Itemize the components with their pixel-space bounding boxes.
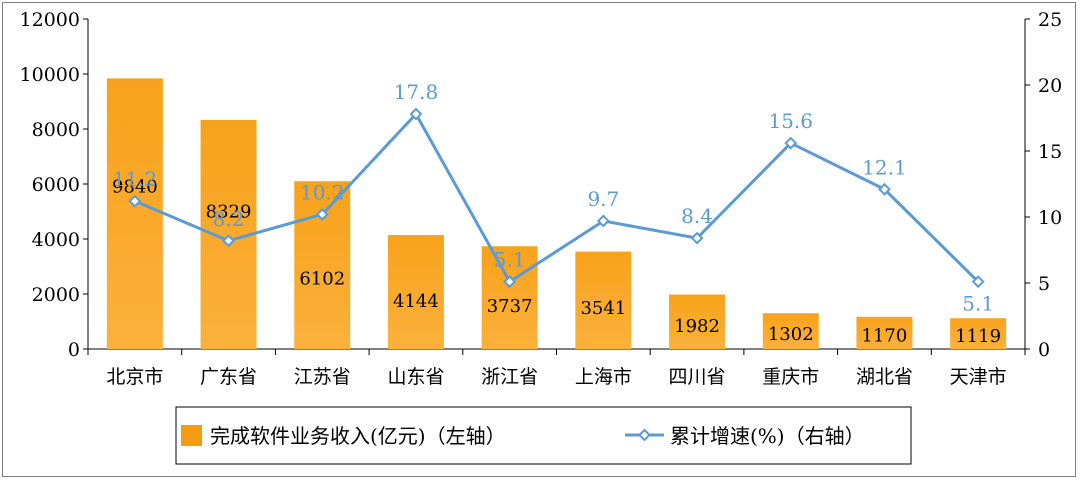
y-tick-label-right: 15 <box>1038 141 1062 163</box>
legend-box <box>175 406 912 465</box>
line-value-label: 10.2 <box>300 180 345 204</box>
bar-value-label: 1170 <box>862 325 908 346</box>
bar <box>294 181 351 349</box>
bar-value-label: 1982 <box>674 316 720 337</box>
legend-swatch-bar <box>181 425 202 446</box>
y-tick-label-left: 8000 <box>32 119 80 141</box>
category-label: 山东省 <box>387 366 444 388</box>
category-label: 重庆市 <box>762 366 819 388</box>
y-tick-label-right: 0 <box>1038 339 1050 361</box>
line-value-label: 5.1 <box>494 248 526 272</box>
y-tick-label-right: 10 <box>1038 207 1062 229</box>
y-tick-label-left: 2000 <box>32 284 80 306</box>
bar <box>950 318 1007 349</box>
category-label: 江苏省 <box>294 366 351 388</box>
bar <box>575 251 632 349</box>
line-point <box>690 231 704 245</box>
line-point <box>878 182 891 196</box>
bar-value-label: 3541 <box>580 298 626 319</box>
line-point <box>315 207 329 221</box>
category-label: 四川省 <box>669 366 726 388</box>
bar-value-label: 6102 <box>299 269 345 290</box>
bar <box>106 78 163 350</box>
line-point <box>971 275 985 289</box>
line-point <box>409 107 423 121</box>
legend-label-line: 累计增速(%)（右轴） <box>670 424 865 448</box>
y-tick-label-left: 4000 <box>32 229 80 251</box>
line-point <box>128 194 142 208</box>
y-tick-label-right: 5 <box>1038 273 1050 295</box>
line-value-label: 11.2 <box>113 167 158 191</box>
line-point <box>596 214 610 228</box>
bar-value-label: 8329 <box>206 202 252 223</box>
y-tick-label-right: 20 <box>1038 75 1062 97</box>
legend-label-bar: 完成软件业务收入(亿元)（左轴） <box>210 424 506 448</box>
category-label: 湖北省 <box>856 366 913 388</box>
bar <box>762 313 819 349</box>
category-label: 天津市 <box>950 366 1007 388</box>
y-tick-label-left: 10000 <box>20 64 80 86</box>
line-point <box>784 136 798 150</box>
y-tick-label-left: 12000 <box>20 9 80 31</box>
bar <box>387 235 444 349</box>
line-value-label: 9.7 <box>587 187 619 211</box>
y-tick-label-left: 0 <box>68 339 80 361</box>
y-tick-label-right: 25 <box>1038 9 1062 31</box>
line-value-label: 8.4 <box>681 204 713 228</box>
y-tick-label-left: 6000 <box>32 174 80 196</box>
bar-value-label: 1119 <box>955 326 1001 347</box>
line-point <box>503 275 517 289</box>
line-value-label: 17.8 <box>394 80 439 104</box>
line-point <box>222 234 235 248</box>
line-value-label: 5.1 <box>962 292 994 316</box>
bar <box>856 316 913 349</box>
line-value-label: 12.1 <box>862 155 907 179</box>
legend-marker-sample <box>638 428 651 442</box>
bar <box>481 246 538 349</box>
line-value-label: 15.6 <box>768 109 813 133</box>
bar <box>669 294 726 349</box>
bar-value-label: 1302 <box>768 324 814 345</box>
category-label: 浙江省 <box>481 366 538 388</box>
category-label: 上海市 <box>575 366 632 388</box>
category-label: 广东省 <box>200 366 257 388</box>
bar-value-label: 4144 <box>393 291 439 312</box>
bar-value-label: 3737 <box>487 296 533 317</box>
bar-value-label: 9840 <box>112 177 158 198</box>
line-series <box>134 112 980 284</box>
line-value-label: 8.2 <box>213 207 245 231</box>
category-label: 北京市 <box>106 366 163 388</box>
